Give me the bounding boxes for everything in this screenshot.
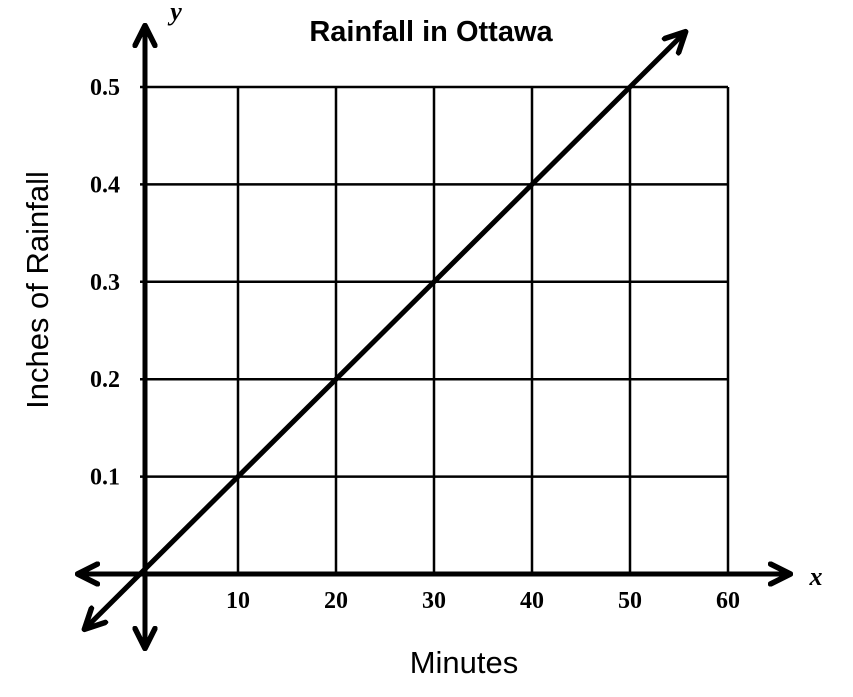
x-axis-label: Minutes [410, 645, 519, 680]
x-tick-label-2: 20 [324, 588, 348, 614]
data-point-5 [530, 182, 534, 187]
x-tick-label-4: 40 [520, 588, 544, 614]
data-point-3 [334, 377, 338, 382]
series-line-1 [86, 33, 684, 627]
chart-title: Rainfall in Ottawa [309, 16, 553, 48]
grid [140, 85, 730, 574]
x-tick-label-3: 30 [422, 588, 446, 614]
data-point-1 [138, 572, 142, 576]
x-axis-letter: x [809, 562, 823, 591]
y-tick-label-3: 0.3 [90, 270, 120, 296]
y-axis-letter: y [167, 0, 182, 26]
data-point-2 [236, 474, 240, 479]
x-tick-label-6: 60 [716, 588, 740, 614]
y-tick-label-1: 0.1 [90, 465, 120, 491]
x-tick-label-1: 10 [226, 588, 250, 614]
y-tick-label-2: 0.2 [90, 367, 120, 393]
y-tick-label-4: 0.4 [90, 172, 120, 198]
y-tick-label-5: 0.5 [90, 75, 120, 101]
data-point-6 [628, 85, 632, 89]
y-axis-label: Inches of Rainfall [20, 171, 55, 409]
series [86, 33, 684, 627]
data-point-4 [432, 279, 436, 284]
tick-labels: 10 20 30 40 50 60 0.1 0.2 0.3 0.4 0.5 [90, 75, 740, 614]
x-tick-label-5: 50 [618, 588, 642, 614]
